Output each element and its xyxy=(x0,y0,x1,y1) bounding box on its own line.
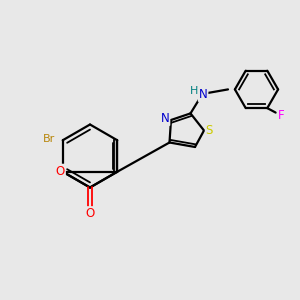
Text: N: N xyxy=(199,88,208,101)
Text: N: N xyxy=(160,112,169,125)
Text: O: O xyxy=(56,165,65,178)
Text: S: S xyxy=(206,124,213,137)
Text: Br: Br xyxy=(43,134,55,144)
Text: F: F xyxy=(278,109,284,122)
Text: O: O xyxy=(85,207,94,220)
Text: H: H xyxy=(190,86,198,97)
